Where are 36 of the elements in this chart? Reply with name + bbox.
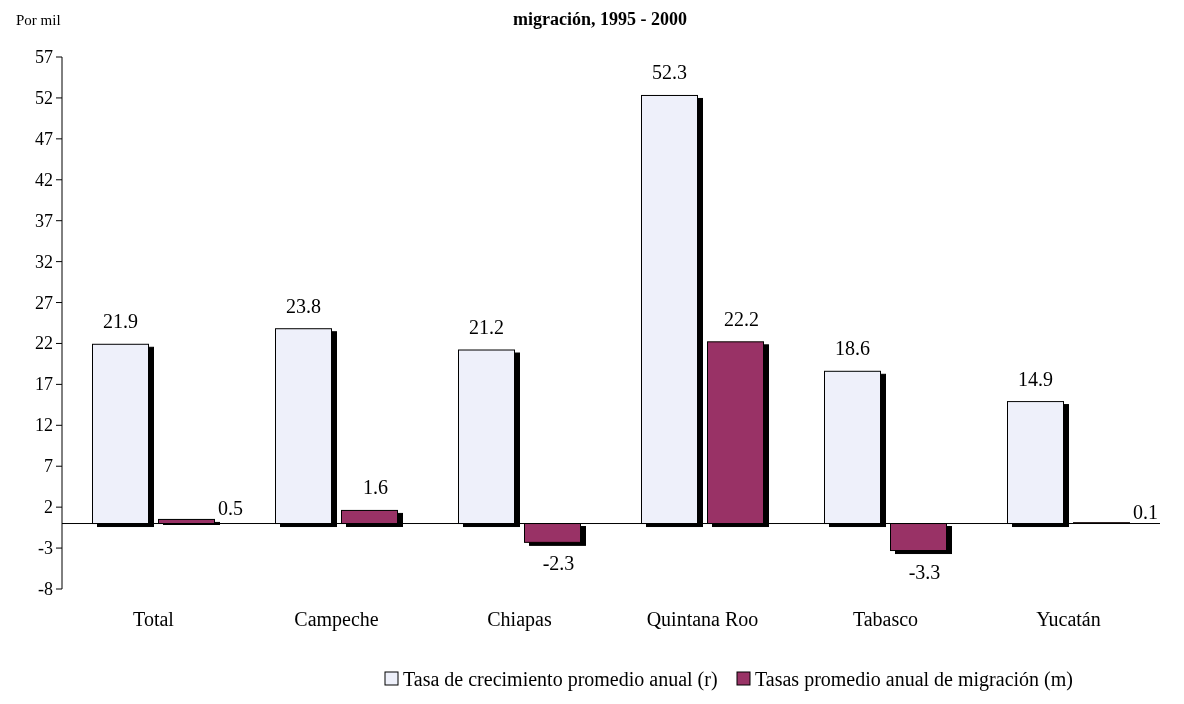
y-tick-label: 17 xyxy=(35,374,53,395)
data-label: 52.3 xyxy=(652,61,687,84)
legend-label: Tasa de crecimiento promedio anual (r) xyxy=(403,668,718,691)
data-label: -2.3 xyxy=(542,552,575,575)
y-tick-label: 47 xyxy=(35,128,53,149)
data-label: 1.6 xyxy=(363,476,388,499)
y-tick-label: 12 xyxy=(35,415,53,436)
x-tick-label: Tabasco xyxy=(852,608,919,630)
y-tick-label: 2 xyxy=(44,497,53,518)
data-label: 22.2 xyxy=(724,307,759,330)
y-tick-label: 7 xyxy=(44,456,53,477)
y-axis-title: Por mil xyxy=(16,12,61,28)
y-tick-label: 37 xyxy=(35,210,53,231)
data-label: 0.5 xyxy=(218,497,243,520)
y-tick-label: -3 xyxy=(38,538,53,559)
y-tick-label: 42 xyxy=(35,169,53,190)
data-label: 0.1 xyxy=(1133,500,1158,523)
y-tick-label: 27 xyxy=(35,292,53,313)
y-tick-label: 22 xyxy=(35,333,53,354)
legend-label: Tasas promedio anual de migración (m) xyxy=(755,668,1073,691)
y-tick-label: 52 xyxy=(35,87,53,108)
x-tick-label: Campeche xyxy=(294,608,379,631)
x-tick-label: Total xyxy=(133,608,175,630)
x-tick-label: Yucatán xyxy=(1036,608,1101,630)
data-label: 21.9 xyxy=(103,310,138,333)
x-tick-label: Chiapas xyxy=(487,608,552,631)
y-tick-label: 57 xyxy=(35,47,53,67)
chart-title: migración, 1995 - 2000 xyxy=(513,9,687,29)
data-label: 21.2 xyxy=(469,316,504,339)
data-label: -3.3 xyxy=(908,560,941,583)
data-label: 18.6 xyxy=(835,337,870,360)
data-label: 14.9 xyxy=(1018,367,1053,390)
y-tick-label: -8 xyxy=(38,579,53,599)
data-label: 23.8 xyxy=(286,294,321,317)
x-tick-label: Quintana Roo xyxy=(646,608,759,630)
y-tick-label: 32 xyxy=(35,251,53,272)
